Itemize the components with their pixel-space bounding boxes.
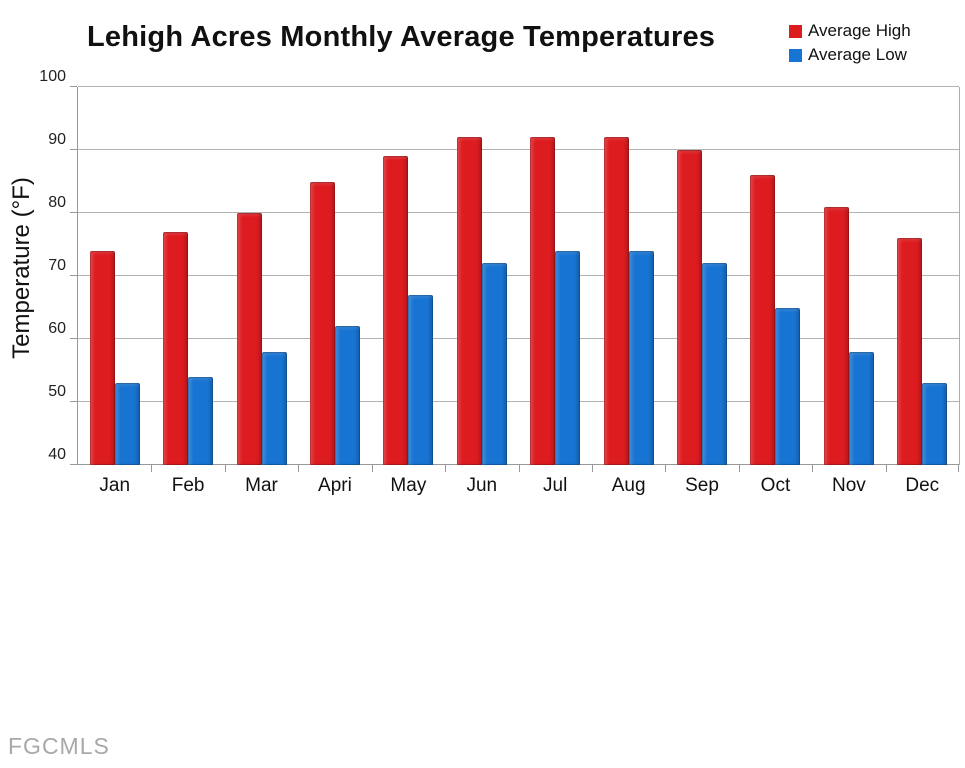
bar-average-low-aug (628, 250, 654, 465)
x-tick-label: Jan (99, 475, 131, 496)
bar-average-high-oct (750, 175, 776, 465)
x-tick-label: Dec (905, 475, 940, 496)
x-tick-label: May (390, 475, 427, 496)
bar-average-high-dec (897, 238, 923, 465)
y-tick-mark-50 (70, 401, 77, 402)
y-tick-mark-100 (70, 86, 77, 87)
y-tick-label: 50 (48, 383, 66, 400)
legend-item: Average Low (789, 45, 911, 65)
x-tick-mark (812, 465, 814, 472)
x-tick-mark (151, 465, 153, 472)
y-tick-mark-60 (70, 338, 77, 339)
x-tick-mark (958, 465, 959, 472)
legend-swatch-icon (789, 48, 802, 62)
legend-item-label: Average High (808, 21, 911, 40)
gridline-50 (78, 401, 959, 402)
legend-swatch-icon (789, 24, 802, 38)
bar-average-low-jun (481, 263, 507, 465)
x-tick-label: Mar (245, 475, 278, 496)
x-tick-mark (371, 465, 373, 472)
x-tick-mark (885, 465, 887, 472)
bar-average-low-sep (702, 263, 728, 465)
y-tick-mark-80 (70, 212, 77, 213)
bar-average-low-dec (922, 383, 948, 465)
bar-average-low-jul (555, 250, 581, 465)
y-tick-label: 70 (48, 257, 66, 274)
x-tick-label: Jun (466, 475, 498, 496)
bar-average-high-apri (309, 181, 335, 465)
y-tick-mark-90 (70, 149, 77, 150)
legend: Average High Average Low (789, 21, 911, 65)
gridline-40 (78, 464, 959, 465)
legend-item-label: Average Low (808, 45, 907, 64)
x-tick-mark (445, 465, 447, 472)
x-tick-mark (224, 465, 226, 472)
y-tick-label: 60 (48, 320, 66, 337)
bar-average-high-sep (677, 150, 703, 465)
y-tick-label: 40 (48, 446, 66, 463)
bar-average-high-feb (163, 231, 189, 465)
gridline-80 (78, 212, 959, 213)
y-tick-mark-70 (70, 275, 77, 276)
x-tick-mark (665, 465, 667, 472)
bar-average-high-aug (603, 137, 629, 465)
watermark: FGCMLS (8, 733, 110, 759)
x-tick-label: Oct (760, 475, 791, 496)
x-tick-label: Nov (831, 475, 866, 496)
bar-average-high-jun (456, 137, 482, 465)
bar-average-high-mar (236, 213, 262, 465)
x-tick-mark (738, 465, 740, 472)
y-tick-mark-40 (70, 464, 77, 465)
y-tick-label: 80 (48, 194, 66, 211)
legend-item: Average High (789, 21, 911, 41)
y-axis-title: Temperature (°F) (8, 177, 35, 359)
bar-average-low-jan (114, 383, 140, 465)
gridline-90 (78, 149, 959, 150)
y-tick-label: 90 (48, 131, 66, 148)
bar-average-high-may (383, 156, 409, 465)
bar-average-low-nov (848, 351, 874, 465)
x-tick-label: Sep (685, 475, 719, 496)
bar-average-high-jan (89, 250, 115, 465)
chart-title: Lehigh Acres Monthly Average Temperature… (87, 21, 716, 53)
x-tick-mark (591, 465, 593, 472)
bar-average-high-jul (530, 137, 556, 465)
bar-average-low-feb (188, 376, 214, 465)
bar-average-low-mar (261, 351, 287, 465)
bar-average-high-nov (823, 206, 849, 465)
bar-average-low-may (408, 294, 434, 465)
x-tick-label: Aug (611, 475, 646, 496)
plot-area: 40 50 60 70 80 90 100 Jan Feb Mar Apri May Jun Jul Aug… (39, 68, 960, 496)
x-tick-mark (518, 465, 520, 472)
gridline-60 (78, 338, 959, 339)
x-tick-label: Apri (318, 475, 352, 496)
gridline-100 (78, 86, 959, 87)
bar-average-low-apri (334, 326, 360, 465)
bar-average-low-oct (775, 307, 801, 465)
x-tick-label: Jul (543, 475, 568, 496)
gridline-70 (78, 275, 959, 276)
y-tick-label: 100 (39, 68, 66, 85)
x-tick-mark (298, 465, 300, 472)
x-tick-label: Feb (171, 475, 205, 496)
